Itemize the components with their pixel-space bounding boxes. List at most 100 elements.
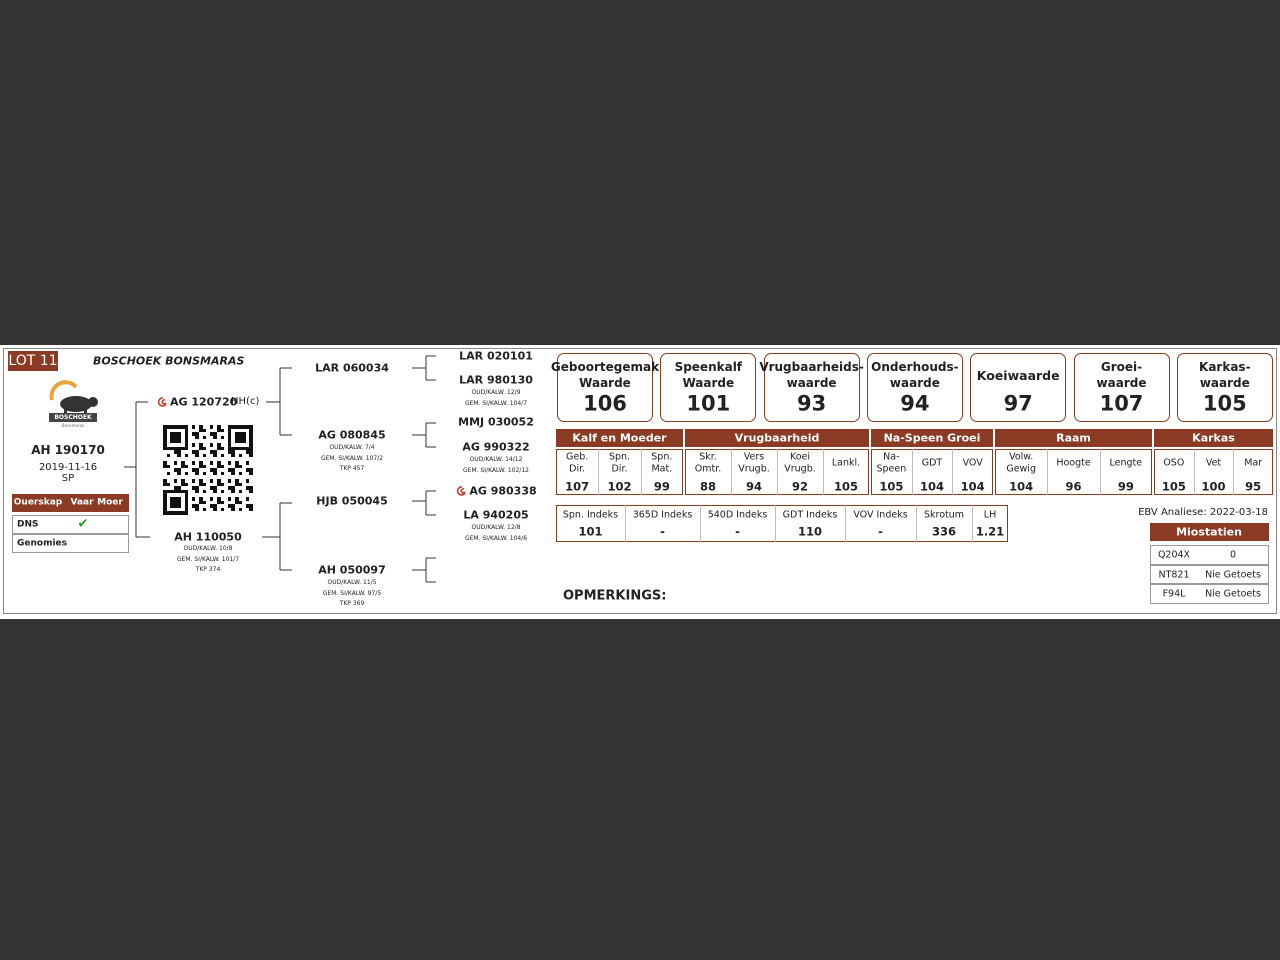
ebv-column-label: Vrugb. xyxy=(784,463,816,475)
birth-date: 2019-11-16 xyxy=(38,462,98,473)
gen2-id: LAR 060034 xyxy=(315,361,389,375)
index-label: 540D Indeks xyxy=(707,509,768,521)
myostatin-row xyxy=(1150,584,1269,604)
ebv-column-label: Vrugb. xyxy=(738,463,770,475)
index-label: 365D Indeks xyxy=(632,509,693,521)
logo-sub: Bonsmaras xyxy=(61,423,85,428)
myostatin-row xyxy=(1150,564,1269,584)
animal-id: AH 190170 xyxy=(31,443,105,457)
ebv-group-name: Kalf en Moeder xyxy=(572,431,667,445)
myostatin-marker: NT821 xyxy=(1158,568,1190,580)
gen2-id: AH 050097 xyxy=(318,563,386,577)
ebv-column-label: Lengte xyxy=(1109,457,1143,469)
ebv-column-value: 94 xyxy=(745,479,763,494)
ebv-column-label: OSO xyxy=(1163,457,1185,469)
ebv-column-label: Gewig xyxy=(1006,463,1036,475)
gen2-id: AG 080845 xyxy=(318,428,386,442)
ebv-column-value: 99 xyxy=(653,479,670,494)
gen3-detail: OUD/KALW. 12/8 xyxy=(471,524,521,531)
ebv-column-value: 105 xyxy=(879,479,904,494)
dam-detail: TKP 374 xyxy=(195,566,221,573)
parentage-column: Ouerskap xyxy=(13,497,63,508)
index-label: VOV Indeks xyxy=(853,509,908,521)
ebv-group-name: Karkas xyxy=(1192,431,1235,445)
gen2-id: HJB 050045 xyxy=(316,494,388,508)
remarks-label: OPMERKINGS: xyxy=(563,588,667,604)
ebv-column-label: Geb. xyxy=(566,451,589,463)
ebv-card-label: waarde xyxy=(786,376,837,390)
parentage-check: ✔ xyxy=(77,516,89,532)
cell-divider xyxy=(1047,449,1049,495)
ebv-card xyxy=(660,353,757,422)
myostatin-result: Nie Getoets xyxy=(1205,588,1261,600)
ebv-card xyxy=(970,353,1067,422)
ebv-column-label: Hoogte xyxy=(1056,457,1091,469)
gen3-detail: OUD/KALW. 12/9 xyxy=(471,389,521,396)
ebv-card xyxy=(763,353,860,422)
ebv-column-label: VOV xyxy=(962,457,983,469)
sex: SP xyxy=(61,473,75,484)
cell-divider xyxy=(823,449,824,495)
index-value: 1.21 xyxy=(975,524,1005,539)
cell-divider xyxy=(640,449,642,495)
ebv-card-label: Waarde xyxy=(579,376,631,390)
index-value: - xyxy=(735,524,740,539)
cell-divider xyxy=(1193,449,1195,495)
ebv-card-value: 107 xyxy=(1099,391,1144,416)
gen3-id: AG 980338 xyxy=(469,484,537,498)
ebv-column-label: Mat. xyxy=(651,463,673,475)
ebv-group-cells xyxy=(556,449,683,495)
ebv-card-label: Vrugbaarheids- xyxy=(759,360,864,374)
ebv-column-value: 104 xyxy=(919,479,945,494)
ebv-column-label: Dir. xyxy=(569,463,586,475)
parentage-column: Moer xyxy=(97,497,123,508)
ebv-column-value: 102 xyxy=(607,479,632,494)
farm-name: BOSCHOEK BONSMARAS xyxy=(93,354,245,368)
myostatin-header xyxy=(1150,523,1269,541)
cell-divider xyxy=(598,449,600,495)
ebv-column-label: Spn. xyxy=(608,451,631,463)
ebv-column-value: 104 xyxy=(1009,479,1034,494)
sire-id: AG 120720 xyxy=(170,395,238,409)
cell-divider xyxy=(911,449,913,495)
gen3-id: LA 940205 xyxy=(463,508,529,522)
myostatin-title: Miostatien xyxy=(1176,525,1242,539)
logo-name: BOSCHOEK xyxy=(54,414,92,421)
cell-divider xyxy=(731,449,732,495)
dam-detail: GEM. SI/KALW. 101/7 xyxy=(176,555,240,563)
parentage-column: Vaar xyxy=(70,497,94,508)
ebv-card-label: waarde xyxy=(1096,376,1147,390)
gen2-detail: OUD/KALW. 7/4 xyxy=(329,444,375,451)
analysis-date: EBV Analiese: 2022-03-18 xyxy=(1138,507,1268,518)
myostatin-marker: F94L xyxy=(1162,588,1186,600)
cell-divider xyxy=(845,505,846,542)
dam-id: AH 110050 xyxy=(174,530,242,544)
ebv-card-label: Onderhouds- xyxy=(871,360,959,374)
logo-graphic xyxy=(49,380,98,422)
ebv-group-header xyxy=(1154,429,1273,447)
parentage-label: Genomies xyxy=(17,538,68,549)
ebv-group-name: Vrugbaarheid xyxy=(734,431,820,445)
dam-detail: OUD/KALW. 10/8 xyxy=(183,545,233,552)
ebv-group-name: Na-Speen Groei xyxy=(883,431,981,445)
index-value: - xyxy=(660,524,665,539)
gen3-id: MMJ 030052 xyxy=(458,415,534,429)
gen3-detail: GEM. SI/KALW. 104/6 xyxy=(464,534,528,542)
gen3-detail: GEM. SI/KALW. 102/12 xyxy=(463,466,529,474)
index-table xyxy=(556,505,1008,542)
gen2-detail: OUD/KALW. 11/5 xyxy=(327,579,377,586)
ebv-column-label: Volw. xyxy=(1009,451,1034,463)
gen2-detail: GEM. SI/KALW. 107/2 xyxy=(320,454,384,462)
cell-divider xyxy=(625,505,626,542)
gen3-id: LAR 020101 xyxy=(459,349,533,363)
ebv-card-value: 93 xyxy=(796,391,827,416)
myostatin-result: 0 xyxy=(1229,549,1237,561)
card-border xyxy=(3,348,1277,614)
ebv-group-cells xyxy=(871,449,993,495)
myostatin-marker: Q204X xyxy=(1157,549,1191,561)
ebv-column-label: Spn. xyxy=(651,451,673,463)
qr-code xyxy=(163,425,253,515)
parentage-label: DNS xyxy=(17,519,39,530)
index-value: - xyxy=(878,524,883,539)
